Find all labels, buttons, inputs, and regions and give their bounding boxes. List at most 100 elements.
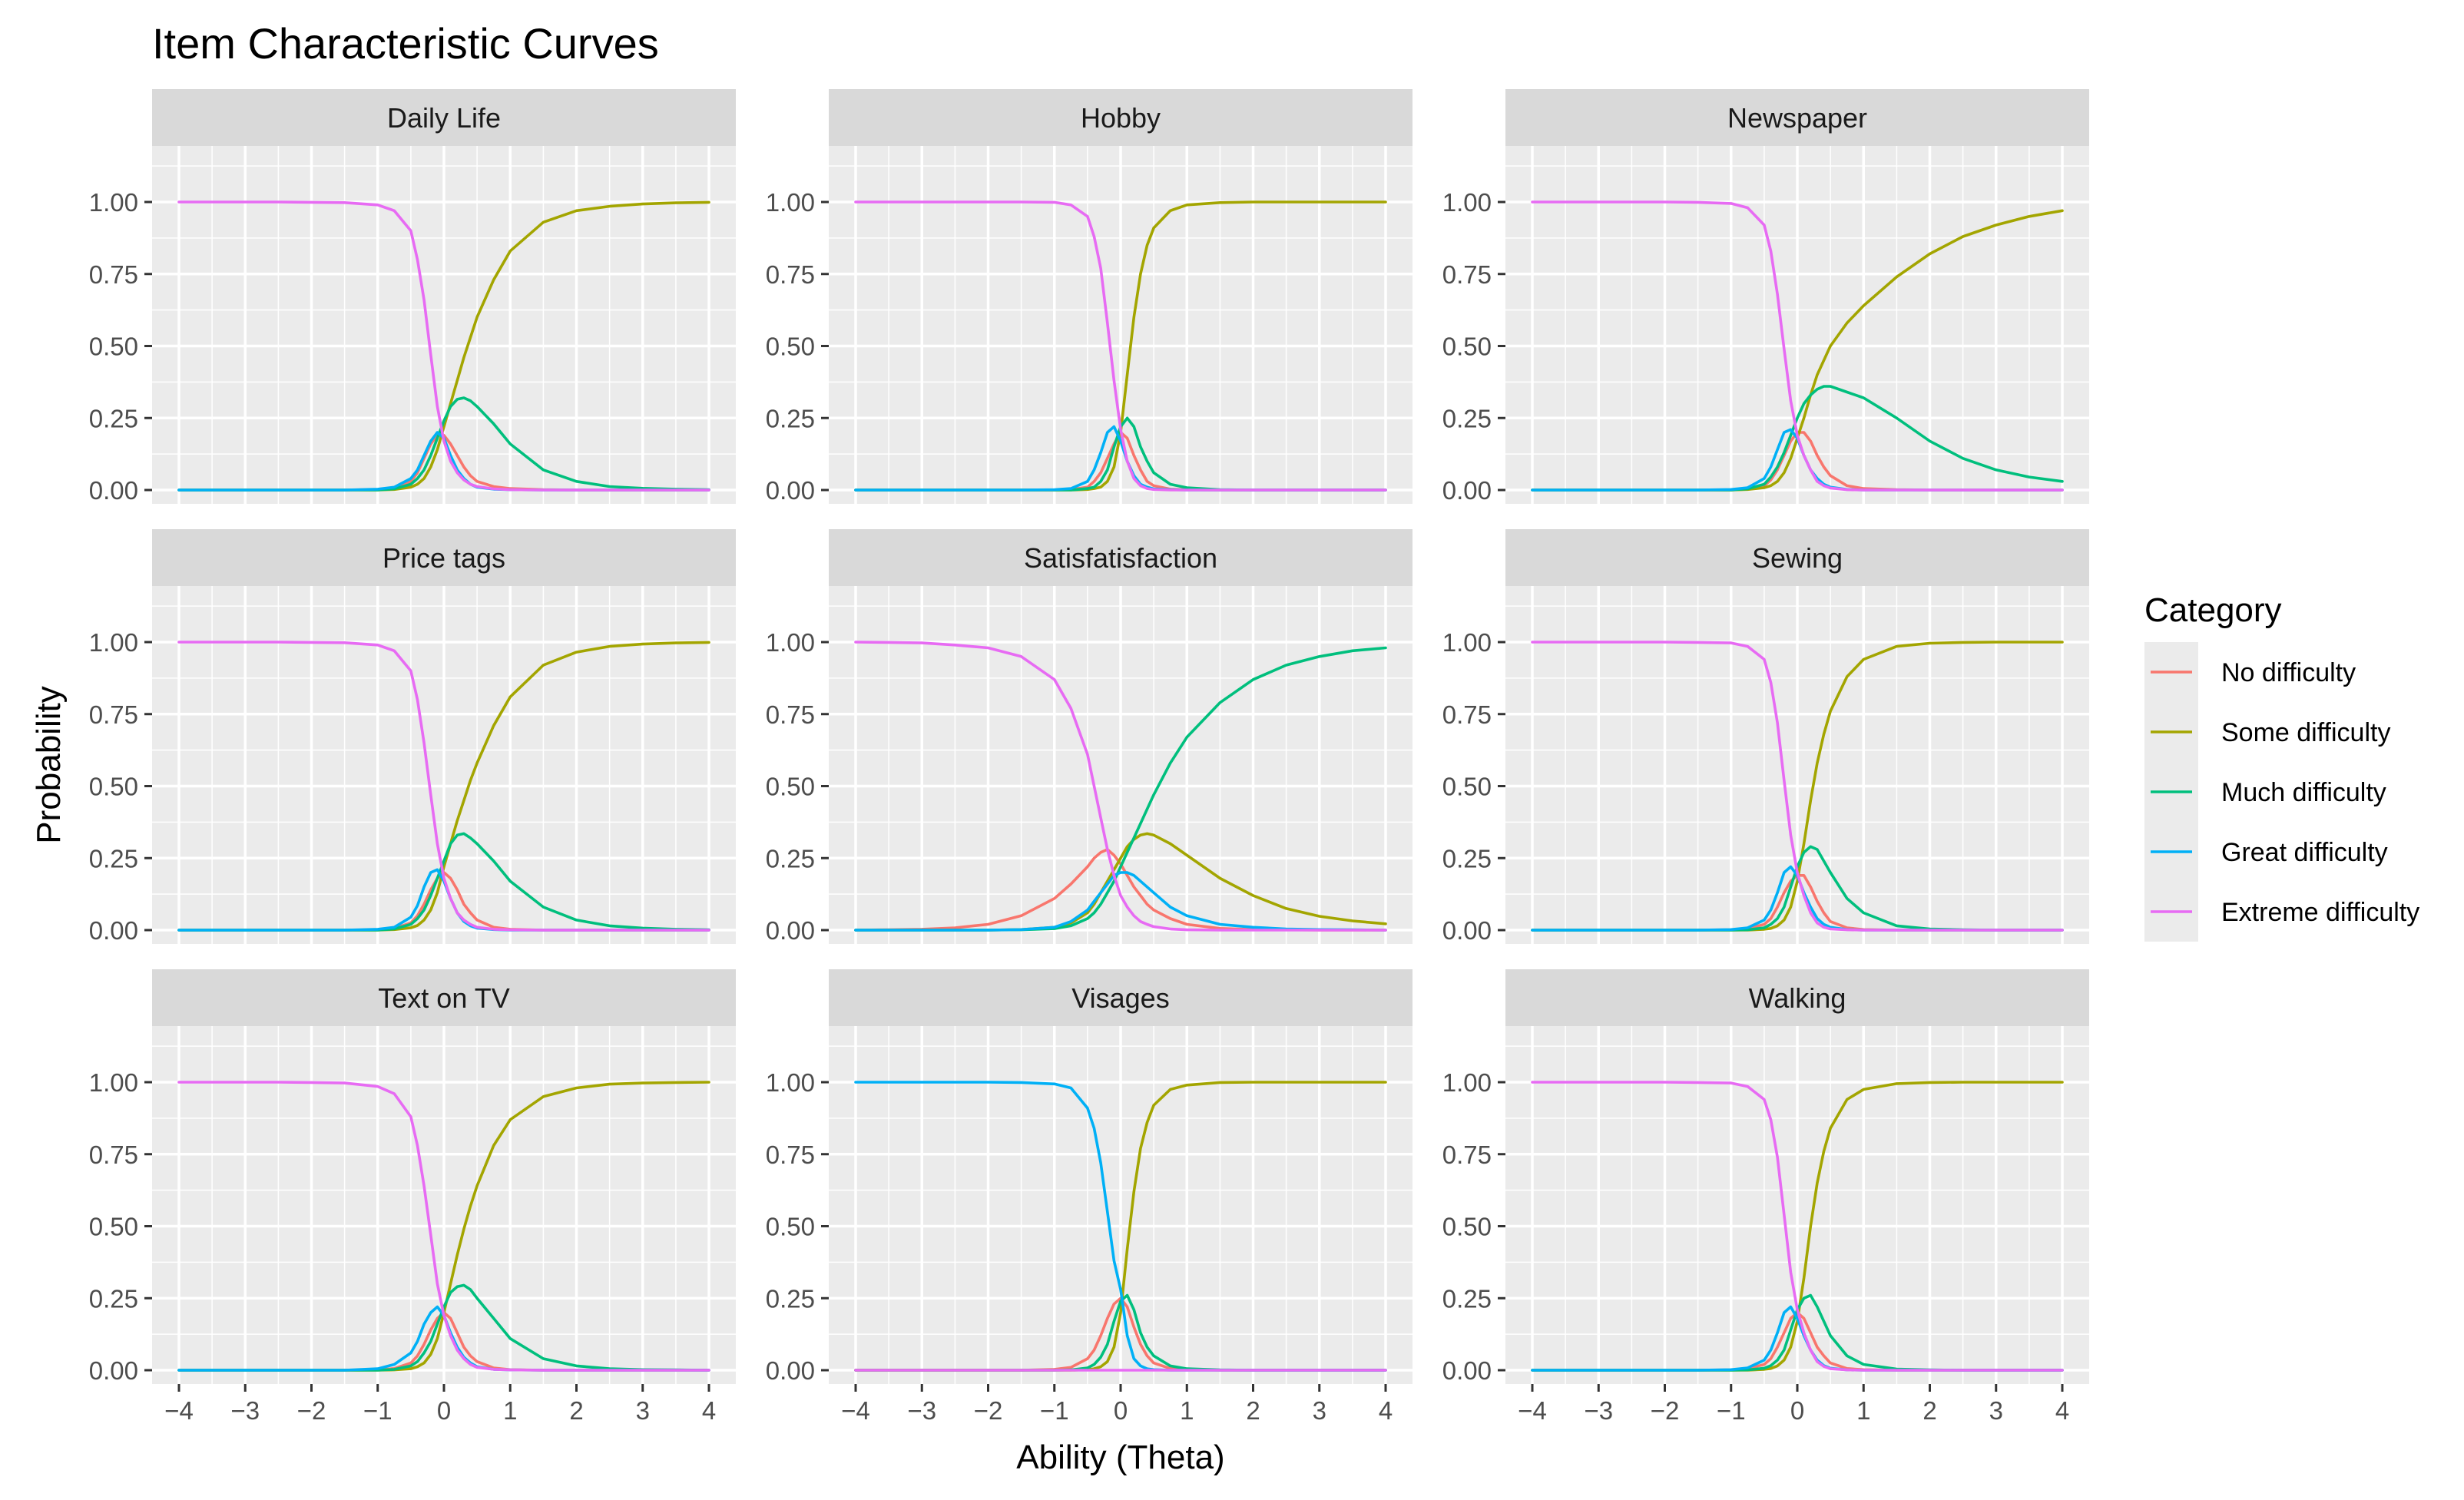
panel-price-tags: Price tags 0.00 0.25 0.50 0.75 1.00 bbox=[89, 529, 736, 945]
legend-label: Extreme difficulty bbox=[2221, 898, 2419, 927]
panel-satisfatisfaction: Satisfatisfaction 0.00 0.25 0.50 0.75 1.00 bbox=[766, 529, 1412, 945]
panel-strip bbox=[829, 529, 1412, 586]
series-line-extreme-difficulty bbox=[854, 641, 1387, 932]
x-tick-label: 0 bbox=[437, 1396, 451, 1425]
legend-label: Great difficulty bbox=[2221, 838, 2388, 867]
legend-entry-some-difficulty: Some difficulty bbox=[2144, 702, 2390, 762]
y-tick-label: 1.00 bbox=[1442, 628, 1492, 657]
panel-strip bbox=[829, 969, 1412, 1026]
panel-strip-label: Walking bbox=[1749, 982, 1846, 1014]
x-tick-label: 1 bbox=[1180, 1396, 1194, 1425]
y-tick-label: 0.50 bbox=[766, 1213, 815, 1241]
series-line-extreme-difficulty bbox=[854, 200, 1387, 492]
x-tick-label: 3 bbox=[1989, 1396, 2003, 1425]
legend-entry-great-difficulty: Great difficulty bbox=[2144, 822, 2388, 882]
x-tick-label: 1 bbox=[1856, 1396, 1870, 1425]
panel-strip-label: Daily Life bbox=[387, 102, 501, 134]
y-tick-label: 0.75 bbox=[1442, 1141, 1492, 1169]
x-tick-label: −4 bbox=[841, 1396, 870, 1425]
y-tick-label: 0.00 bbox=[766, 916, 815, 945]
panel-strip bbox=[1505, 529, 2089, 586]
y-tick-label: 1.00 bbox=[766, 1068, 815, 1097]
y-tick-label: 0.75 bbox=[766, 700, 815, 729]
panel-strip-label: Price tags bbox=[383, 542, 505, 574]
panel-strip bbox=[829, 89, 1412, 146]
panel-strip bbox=[1505, 89, 2089, 146]
x-tick-label: 4 bbox=[702, 1396, 716, 1425]
legend-title: Category bbox=[2144, 591, 2282, 629]
x-tick-label: −3 bbox=[230, 1396, 260, 1425]
y-tick-label: 0.25 bbox=[89, 404, 138, 432]
x-tick-label: 3 bbox=[1313, 1396, 1326, 1425]
y-tick-label: 0.25 bbox=[89, 1284, 138, 1313]
y-tick-label: 0.75 bbox=[1442, 700, 1492, 729]
panel-sewing: Sewing 0.00 0.25 0.50 0.75 1.00 bbox=[1442, 529, 2089, 945]
x-tick-label: −1 bbox=[363, 1396, 392, 1425]
y-tick-label: 1.00 bbox=[89, 1068, 138, 1097]
x-tick-label: −3 bbox=[1584, 1396, 1613, 1425]
x-tick-label: −4 bbox=[164, 1396, 194, 1425]
series-line-extreme-difficulty bbox=[177, 1081, 710, 1372]
x-tick-label: 3 bbox=[636, 1396, 650, 1425]
y-axis-title: Probability bbox=[30, 686, 68, 843]
y-tick-label: 0.75 bbox=[766, 1141, 815, 1169]
panel-daily-life: Daily Life 0.00 0.25 0.50 0.75 1.00 bbox=[89, 89, 736, 505]
panel-strip-label: Text on TV bbox=[378, 982, 509, 1014]
y-tick-label: 1.00 bbox=[89, 188, 138, 217]
panel-strip bbox=[1505, 969, 2089, 1026]
panel-strip bbox=[152, 89, 736, 146]
x-tick-label: 2 bbox=[1246, 1396, 1260, 1425]
legend-label: Some difficulty bbox=[2221, 718, 2390, 747]
x-tick-label: −1 bbox=[1040, 1396, 1069, 1425]
y-tick-label: 1.00 bbox=[89, 628, 138, 657]
y-tick-label: 0.75 bbox=[89, 700, 138, 729]
legend-label: Much difficulty bbox=[2221, 778, 2386, 807]
y-tick-label: 0.00 bbox=[89, 1356, 138, 1385]
x-tick-label: 0 bbox=[1790, 1396, 1804, 1425]
y-tick-label: 0.75 bbox=[1442, 260, 1492, 289]
panel-strip-label: Visages bbox=[1071, 982, 1169, 1014]
y-tick-label: 0.25 bbox=[766, 1284, 815, 1313]
y-tick-label: 0.50 bbox=[89, 333, 138, 361]
y-tick-label: 0.75 bbox=[89, 1141, 138, 1169]
x-tick-label: 0 bbox=[1114, 1396, 1128, 1425]
y-tick-label: 0.00 bbox=[89, 916, 138, 945]
series-line-extreme-difficulty bbox=[177, 641, 710, 932]
y-tick-label: 0.00 bbox=[1442, 916, 1492, 945]
y-tick-label: 1.00 bbox=[1442, 1068, 1492, 1097]
panel-strip-label: Hobby bbox=[1081, 102, 1161, 134]
y-tick-label: 0.00 bbox=[766, 476, 815, 505]
x-tick-label: 2 bbox=[569, 1396, 583, 1425]
panel-strip bbox=[152, 969, 736, 1026]
y-tick-label: 1.00 bbox=[1442, 188, 1492, 217]
y-tick-label: 0.50 bbox=[1442, 333, 1492, 361]
y-tick-label: 0.00 bbox=[1442, 476, 1492, 505]
panel-walking: Walking 0.00 0.25 0.50 0.75 1.00 −4 −3 −2 −1 0 1 2 3 4 bbox=[1442, 969, 2089, 1425]
chart-title: Item Characteristic Curves bbox=[152, 19, 659, 68]
y-tick-label: 0.75 bbox=[89, 260, 138, 289]
panel-strip-label: Sewing bbox=[1752, 542, 1843, 574]
panel-strip bbox=[152, 529, 736, 586]
x-axis-title: Ability (Theta) bbox=[1016, 1439, 1224, 1476]
y-tick-label: 0.25 bbox=[1442, 844, 1492, 873]
legend-entry-extreme-difficulty: Extreme difficulty bbox=[2144, 882, 2419, 942]
y-tick-label: 0.50 bbox=[766, 773, 815, 801]
y-tick-label: 1.00 bbox=[766, 628, 815, 657]
panel-hobby: Hobby 0.00 0.25 0.50 0.75 1.00 bbox=[766, 89, 1412, 505]
x-tick-label: 2 bbox=[1923, 1396, 1936, 1425]
x-tick-label: 4 bbox=[1379, 1396, 1393, 1425]
y-tick-label: 0.25 bbox=[1442, 1284, 1492, 1313]
y-tick-label: 0.00 bbox=[766, 1356, 815, 1385]
y-tick-label: 0.25 bbox=[1442, 404, 1492, 432]
y-tick-label: 0.00 bbox=[89, 476, 138, 505]
facet-panels: Daily Life 0.00 0.25 0.50 0.75 1.00 Hobby 0.00 0… bbox=[89, 89, 2089, 1425]
x-tick-label: −2 bbox=[974, 1396, 1003, 1425]
y-tick-label: 0.50 bbox=[1442, 1213, 1492, 1241]
panel-visages: Visages 0.00 0.25 0.50 0.75 1.00 −4 −3 −2 −1 0 1 2 3 4 bbox=[766, 969, 1412, 1425]
series-line-extreme-difficulty bbox=[1531, 200, 2064, 492]
y-tick-label: 0.75 bbox=[766, 260, 815, 289]
series-line-extreme-difficulty bbox=[1531, 1081, 2064, 1372]
panel-strip-label: Satisfatisfaction bbox=[1024, 542, 1217, 574]
